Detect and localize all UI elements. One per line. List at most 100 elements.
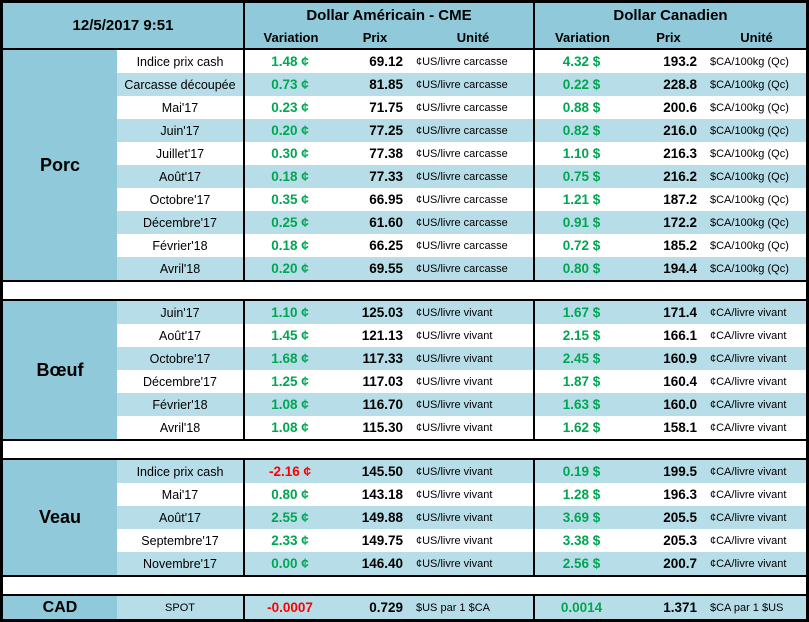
ca-price-value: 158.1 [663,420,697,435]
row-label: Août'17 [158,169,201,184]
row-label: Septembre'17 [141,533,219,548]
ca-price-value: 160.0 [663,397,697,412]
us-price-value: 116.70 [362,397,403,412]
ca-price-value: 200.6 [663,100,697,115]
ca-variation-value: 1.67 $ [533,301,628,324]
section-rows-porc: Indice prix cash 1.48 ¢ 69.12 ¢US/livre … [117,50,806,280]
ca-unit-label: ¢CA/livre vivant [710,352,787,365]
us-unit-label: ¢US/livre vivant [416,329,493,342]
us-unit-label: ¢US/livre vivant [416,421,493,434]
table-row: Février'18 0.18 ¢ 66.25 ¢US/livre carcas… [117,234,806,257]
us-variation-value: 1.48 ¢ [243,50,335,73]
ca-variation-value: 0.0014 [533,596,628,619]
us-unit-label: ¢US/livre vivant [416,488,493,501]
ca-unit-label: ¢CA/livre vivant [710,398,787,411]
cad-block-title: Dollar Canadien [613,6,728,24]
ca-variation-value: 0.22 $ [533,73,628,96]
ca-price-value: 216.0 [663,123,697,138]
ca-price-value: 172.2 [663,215,697,230]
us-variation-value: 0.30 ¢ [243,142,335,165]
ca-price-value: 193.2 [663,54,697,69]
spot-label: SPOT [165,601,195,614]
table-row: Mai'17 0.23 ¢ 71.75 ¢US/livre carcasse 0… [117,96,806,119]
table-row: Novembre'17 0.00 ¢ 146.40 ¢US/livre viva… [117,552,806,575]
us-unit-label: ¢US/livre carcasse [416,193,508,206]
ca-unit-label: $CA/100kg (Qc) [710,78,789,91]
table-row: Indice prix cash -2.16 ¢ 145.50 ¢US/livr… [117,460,806,483]
row-label: Août'17 [158,328,201,343]
ca-unit-label: ¢CA/livre vivant [710,557,787,570]
ca-price-value: 216.3 [663,146,697,161]
us-price-value: 115.30 [362,420,403,435]
section-rows-boeuf: Juin'17 1.10 ¢ 125.03 ¢US/livre vivant 1… [117,301,806,439]
ca-variation-value: 4.32 $ [533,50,628,73]
table-row: Septembre'17 2.33 ¢ 149.75 ¢US/livre viv… [117,529,806,552]
section-divider [3,577,806,594]
ca-unit-label: ¢CA/livre vivant [710,375,787,388]
cad-col-prix: Prix [656,30,681,45]
row-label: Octobre'17 [149,351,211,366]
ca-price-value: 160.9 [663,351,697,366]
ca-unit-label: $CA/100kg (Qc) [710,170,789,183]
us-price-value: 77.25 [369,123,403,138]
ca-price-value: 196.3 [663,487,697,502]
table-row: Août'17 2.55 ¢ 149.88 ¢US/livre vivant 3… [117,506,806,529]
table-row: Décembre'17 1.25 ¢ 117.03 ¢US/livre viva… [117,370,806,393]
us-variation-value: 0.23 ¢ [243,96,335,119]
row-label: Avril'18 [159,420,201,435]
ca-variation-value: 0.75 $ [533,165,628,188]
us-unit-label: ¢US/livre vivant [416,352,493,365]
ca-unit-label: ¢CA/livre vivant [710,329,787,342]
ca-price-value: 160.4 [663,374,697,389]
us-price-value: 146.40 [361,556,403,571]
table-row: Avril'18 0.20 ¢ 69.55 ¢US/livre carcasse… [117,257,806,280]
section-veau: Veau Indice prix cash -2.16 ¢ 145.50 ¢US… [3,458,806,577]
table-row: Août'17 0.18 ¢ 77.33 ¢US/livre carcasse … [117,165,806,188]
us-variation-value: 0.35 ¢ [243,188,335,211]
section-label-boeuf: Bœuf [3,301,117,439]
section-boeuf: Bœuf Juin'17 1.10 ¢ 125.03 ¢US/livre viv… [3,299,806,441]
ca-variation-value: 0.82 $ [533,119,628,142]
ca-variation-value: 3.38 $ [533,529,628,552]
ca-unit-label: $CA/100kg (Qc) [710,239,789,252]
ca-unit-label: $CA/100kg (Qc) [710,124,789,137]
us-unit-label: $US par 1 $CA [416,601,490,614]
cad-col-unite: Unité [740,30,773,45]
us-variation-value: 2.33 ¢ [243,529,335,552]
ca-unit-label: ¢CA/livre vivant [710,465,787,478]
table-row: Avril'18 1.08 ¢ 115.30 ¢US/livre vivant … [117,416,806,439]
row-label: Indice prix cash [136,54,224,69]
us-unit-label: ¢US/livre vivant [416,375,493,388]
table-row: Octobre'17 0.35 ¢ 66.95 ¢US/livre carcas… [117,188,806,211]
ca-price-value: 200.7 [663,556,697,571]
ca-unit-label: ¢CA/livre vivant [710,306,787,319]
us-price-value: 149.88 [361,510,403,525]
us-variation-value: 0.20 ¢ [243,119,335,142]
ca-price-value: 194.4 [663,261,697,276]
usd-header-block: Dollar Américain - CME Variation Prix Un… [243,3,533,48]
table-header: 12/5/2017 9:51 Dollar Américain - CME Va… [3,3,806,48]
us-unit-label: ¢US/livre vivant [416,306,493,319]
us-unit-label: ¢US/livre vivant [416,398,493,411]
ca-price-value: 185.2 [663,238,697,253]
us-price-value: 71.75 [369,100,403,115]
table-row: Février'18 1.08 ¢ 116.70 ¢US/livre vivan… [117,393,806,416]
section-divider [3,282,806,299]
usd-block-title: Dollar Américain - CME [306,6,472,24]
usd-subheader: Variation Prix Unité [245,27,533,48]
us-variation-value: 0.18 ¢ [243,165,335,188]
ca-unit-label: ¢CA/livre vivant [710,511,787,524]
us-price-value: 77.33 [369,169,403,184]
usd-col-variation: Variation [263,30,319,45]
table-row: Mai'17 0.80 ¢ 143.18 ¢US/livre vivant 1.… [117,483,806,506]
spot-row: SPOT -0.0007 0.729 $US par 1 $CA 0.0014 … [117,596,806,619]
ca-price-value: 205.5 [663,510,697,525]
us-unit-label: ¢US/livre vivant [416,534,493,547]
us-unit-label: ¢US/livre carcasse [416,78,508,91]
cad-col-variation: Variation [555,30,610,45]
us-price-value: 69.55 [369,261,403,276]
ca-variation-value: 1.87 $ [533,370,628,393]
us-unit-label: ¢US/livre carcasse [416,170,508,183]
us-variation-value: 0.25 ¢ [243,211,335,234]
ca-variation-value: 1.10 $ [533,142,628,165]
